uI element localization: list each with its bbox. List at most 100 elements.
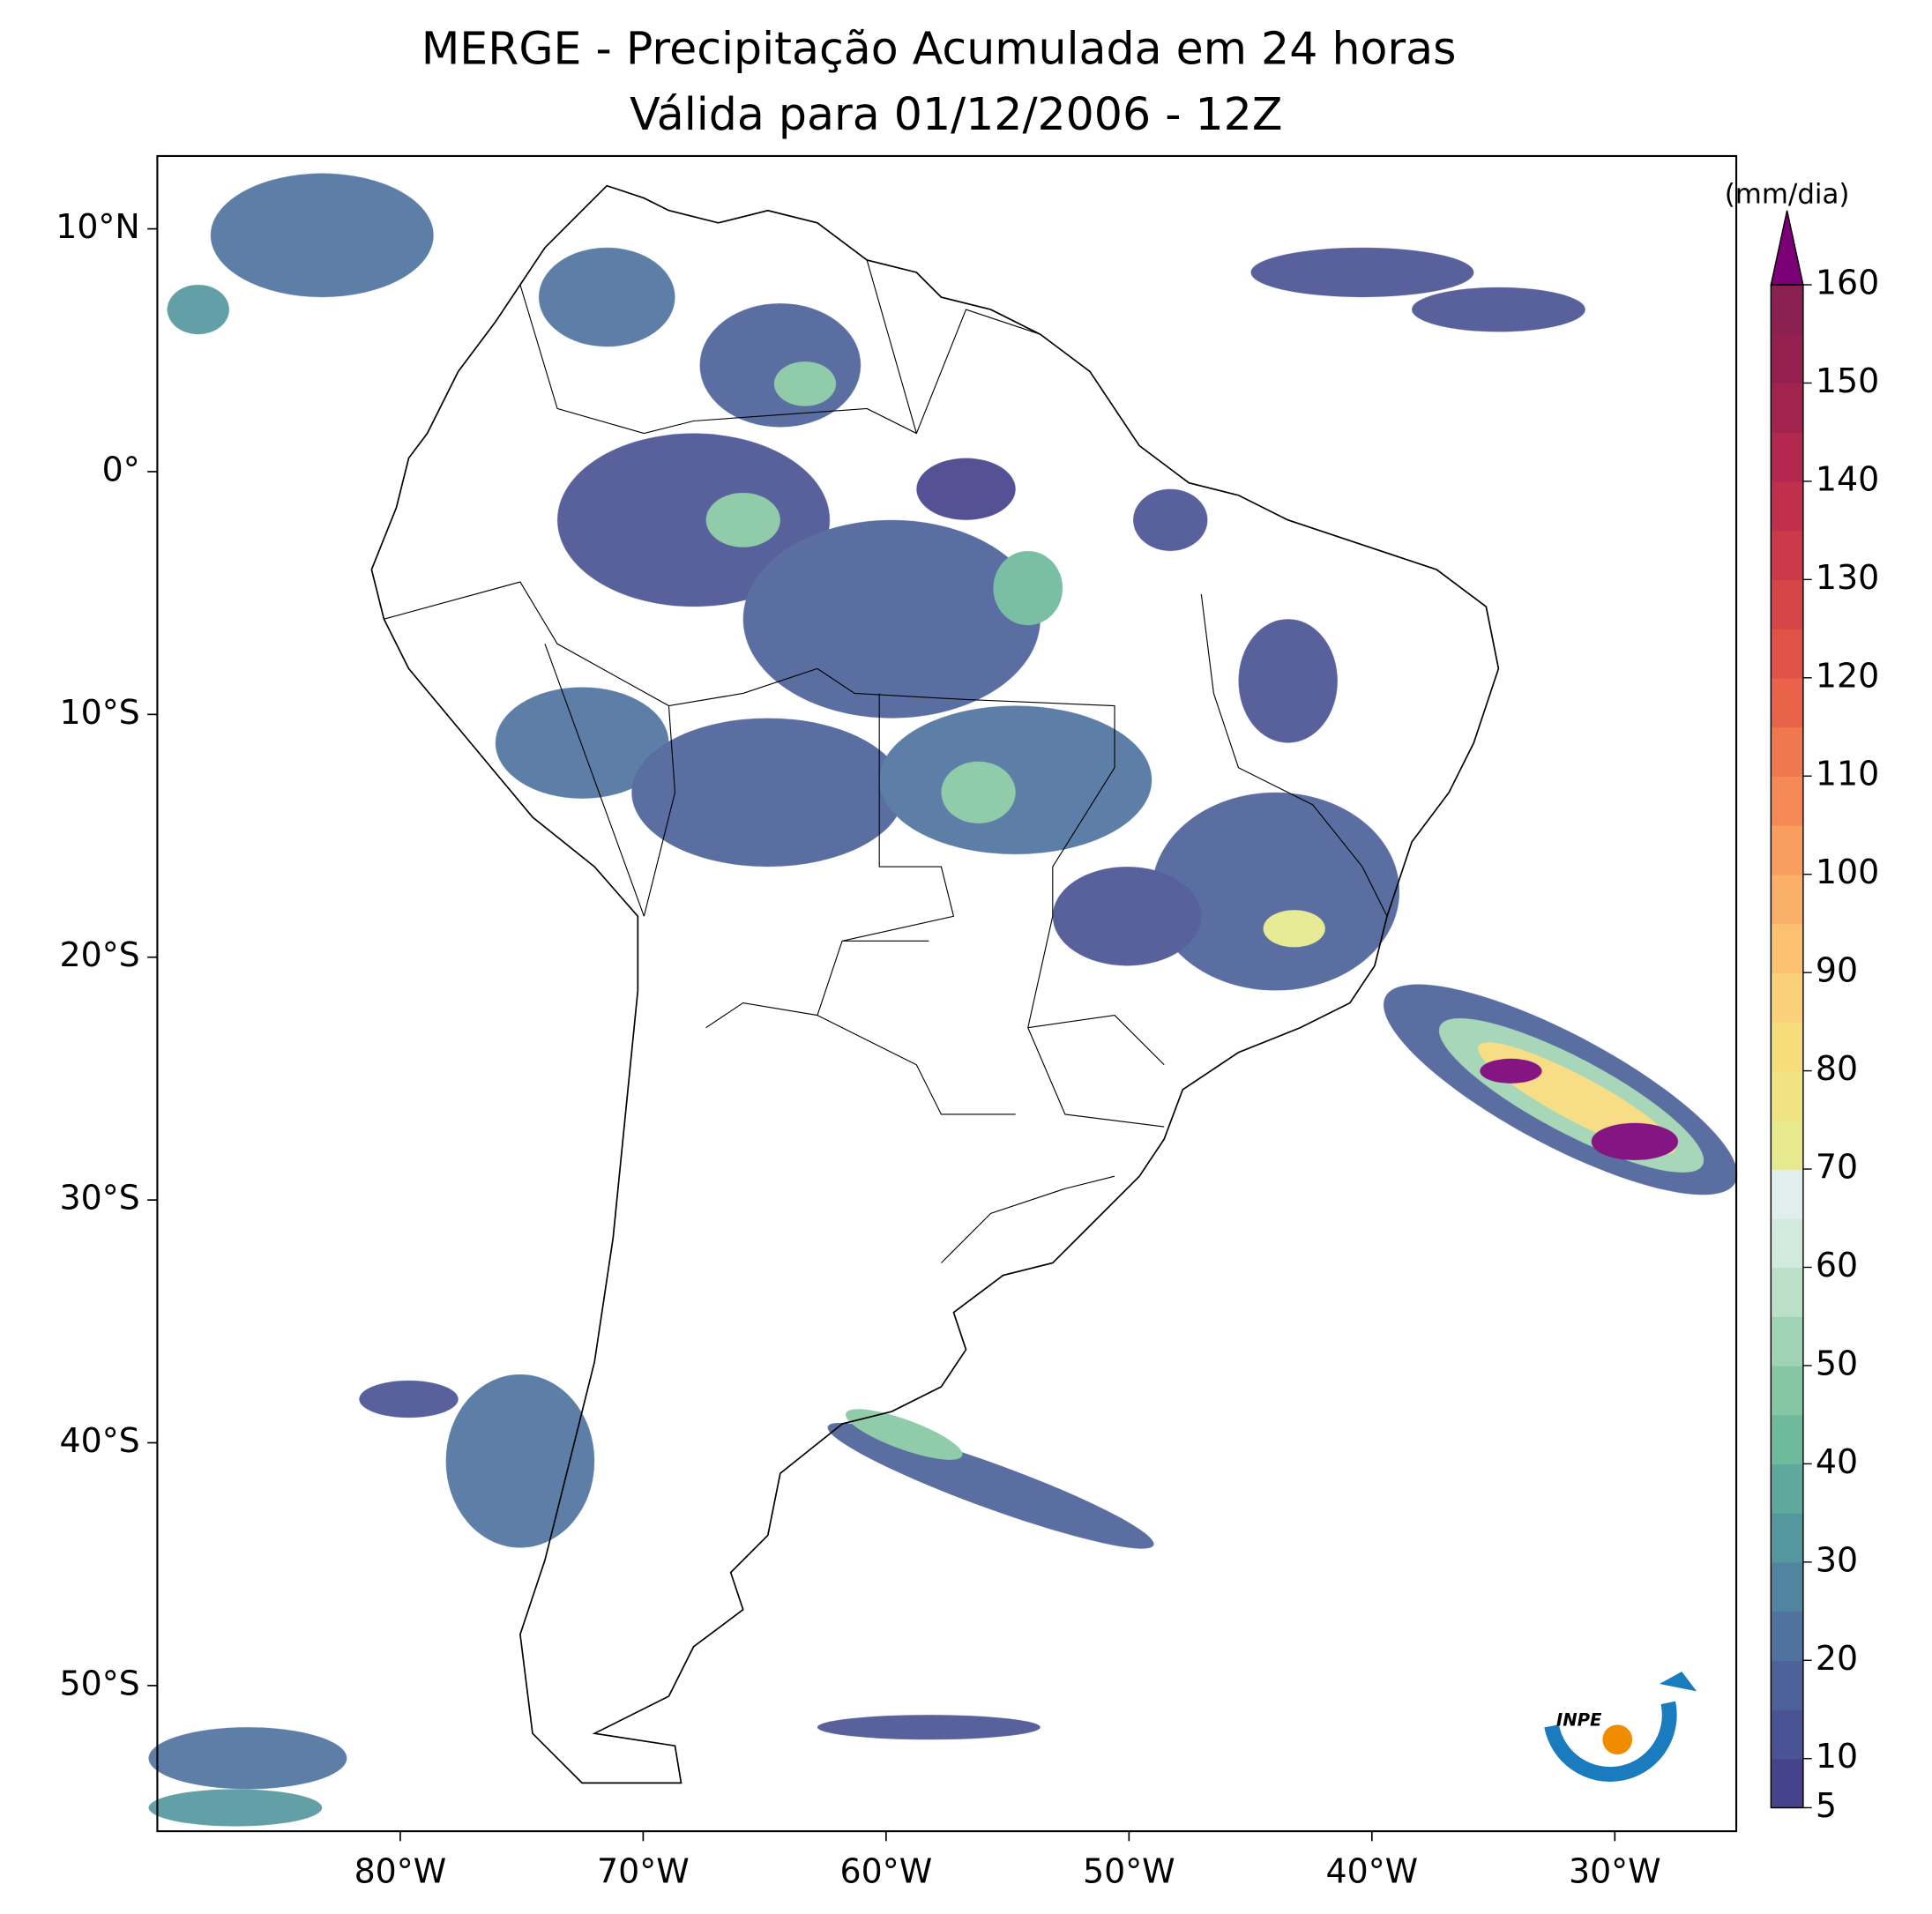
rain-area (773, 361, 837, 406)
colorbar-tick-label: 120 (1816, 656, 1879, 695)
colorbar-tick-label: 5 (1816, 1786, 1837, 1825)
rain-area (1052, 867, 1202, 966)
rain-area (538, 247, 675, 347)
colorbar-segment (1771, 726, 1803, 777)
colorbar-tick-label: 160 (1816, 264, 1879, 302)
rain-area (445, 1374, 595, 1548)
rain-area (557, 433, 831, 607)
logo-ring (1542, 1648, 1677, 1782)
y-tick-label: 30°S (60, 1179, 140, 1218)
rain-area (495, 687, 669, 799)
rain-area (817, 1715, 1041, 1740)
colorbar-tick-label: 80 (1816, 1049, 1858, 1088)
colorbar-segment (1771, 285, 1803, 335)
colorbar-segment (1771, 1218, 1803, 1269)
colorbar-segment (1771, 579, 1803, 629)
rain-area (1412, 287, 1585, 332)
colorbar-segment (1771, 972, 1803, 1023)
rain-area (631, 718, 905, 868)
map-background (157, 155, 1737, 1832)
colorbar-segment (1771, 776, 1803, 826)
y-tick-label: 10°N (56, 207, 140, 246)
title: MERGE - Precipitação Acumulada em 24 hor… (421, 22, 1457, 74)
x-tick-label: 40°W (1325, 1851, 1418, 1890)
colorbar-segment (1771, 1365, 1803, 1416)
rain-area (210, 173, 434, 298)
colorbar-label: (mm/dia) (1725, 178, 1850, 210)
logo-text: INPE (1556, 1710, 1602, 1731)
rain-area (742, 519, 1041, 719)
x-tick-label: 30°W (1569, 1851, 1661, 1890)
colorbar-tick-label: 70 (1816, 1148, 1858, 1187)
colorbar-tick-label: 30 (1816, 1540, 1858, 1579)
colorbar-tick-label: 60 (1816, 1246, 1858, 1285)
colorbar-tick-label: 150 (1816, 361, 1879, 400)
rain-area (148, 1789, 323, 1827)
colorbar-segment (1771, 1758, 1803, 1809)
y-tick-label: 20°S (60, 935, 140, 974)
colorbar-segment (1771, 1267, 1803, 1317)
colorbar-segment (1771, 383, 1803, 433)
x-tick-label: 60°W (840, 1851, 933, 1890)
rain-area (1591, 1122, 1679, 1160)
colorbar-tick-label: 20 (1816, 1639, 1858, 1678)
rain-area (359, 1380, 459, 1419)
y-tick-label: 50°S (60, 1664, 140, 1702)
colorbar-segment (1771, 629, 1803, 679)
colorbar-segment (1771, 333, 1803, 384)
rain-area (916, 458, 1016, 520)
x-tick-label: 80°W (354, 1851, 447, 1890)
rain-area (167, 285, 229, 335)
rain-area (879, 705, 1152, 855)
colorbar-segment (1771, 1611, 1803, 1661)
colorbar-tick-label: 90 (1816, 951, 1858, 990)
colorbar-segment (1771, 824, 1803, 875)
logo-arrow (1659, 1671, 1697, 1692)
colorbar-segment (1771, 1070, 1803, 1121)
rain-area (1152, 792, 1400, 991)
colorbar-segment (1771, 1513, 1803, 1563)
colorbar: (mm/dia) 5 10 20 30 40 50 60 70 80 90 100 110 120 130 1… (1725, 178, 1880, 1825)
rain-area (827, 1422, 1154, 1549)
rain-area (699, 303, 862, 428)
colorbar-segment (1771, 1316, 1803, 1367)
x-tick-label: 70°W (597, 1851, 690, 1890)
precipitation (148, 173, 1738, 1827)
colorbar-extend (1770, 210, 1804, 286)
rain-area (705, 492, 780, 547)
y-tick-label: 40°S (60, 1421, 140, 1460)
subtitle: Válida para 01/12/2006 - 12Z (630, 88, 1282, 140)
x-tick-label: 50°W (1083, 1851, 1175, 1890)
colorbar-tick-label: 40 (1816, 1442, 1858, 1481)
rain-area (1480, 1058, 1542, 1084)
map: INPE (148, 154, 1738, 1833)
rain-area (941, 761, 1016, 823)
logo-dot (1602, 1724, 1633, 1755)
colorbar-segment (1771, 1120, 1803, 1170)
colorbar-segment (1771, 1021, 1803, 1072)
colorbar-segment (1771, 1709, 1803, 1760)
axes: 80°W 70°W 60°W 50°W 40°W 30°W 10°N 0° 10°S 20°S 30… (56, 207, 1660, 1890)
colorbar-frame (1770, 284, 1804, 1809)
colorbar-segment (1771, 432, 1803, 482)
rain-area (993, 550, 1063, 626)
colorbar-tick-label: 50 (1816, 1344, 1858, 1382)
colorbar-tick-label: 140 (1816, 459, 1879, 498)
logo: INPE (1542, 1648, 1697, 1782)
colorbar-tick-label: 100 (1816, 853, 1879, 891)
colorbar-segment (1771, 480, 1803, 532)
colorbar-segment (1771, 530, 1803, 581)
colorbar-segment (1771, 1463, 1803, 1514)
colorbar-segment (1771, 923, 1803, 973)
map-frame (156, 154, 1738, 1833)
borders (384, 259, 1388, 1263)
rain-area (1133, 488, 1208, 551)
colorbar-segment (1771, 1414, 1803, 1465)
colorbar-segment (1771, 1660, 1803, 1710)
y-tick-label: 0° (102, 450, 140, 488)
rain-area (148, 1727, 347, 1790)
y-tick-label: 10°S (60, 693, 140, 732)
colorbar-segment (1771, 677, 1803, 728)
colorbar-segment (1771, 874, 1803, 925)
